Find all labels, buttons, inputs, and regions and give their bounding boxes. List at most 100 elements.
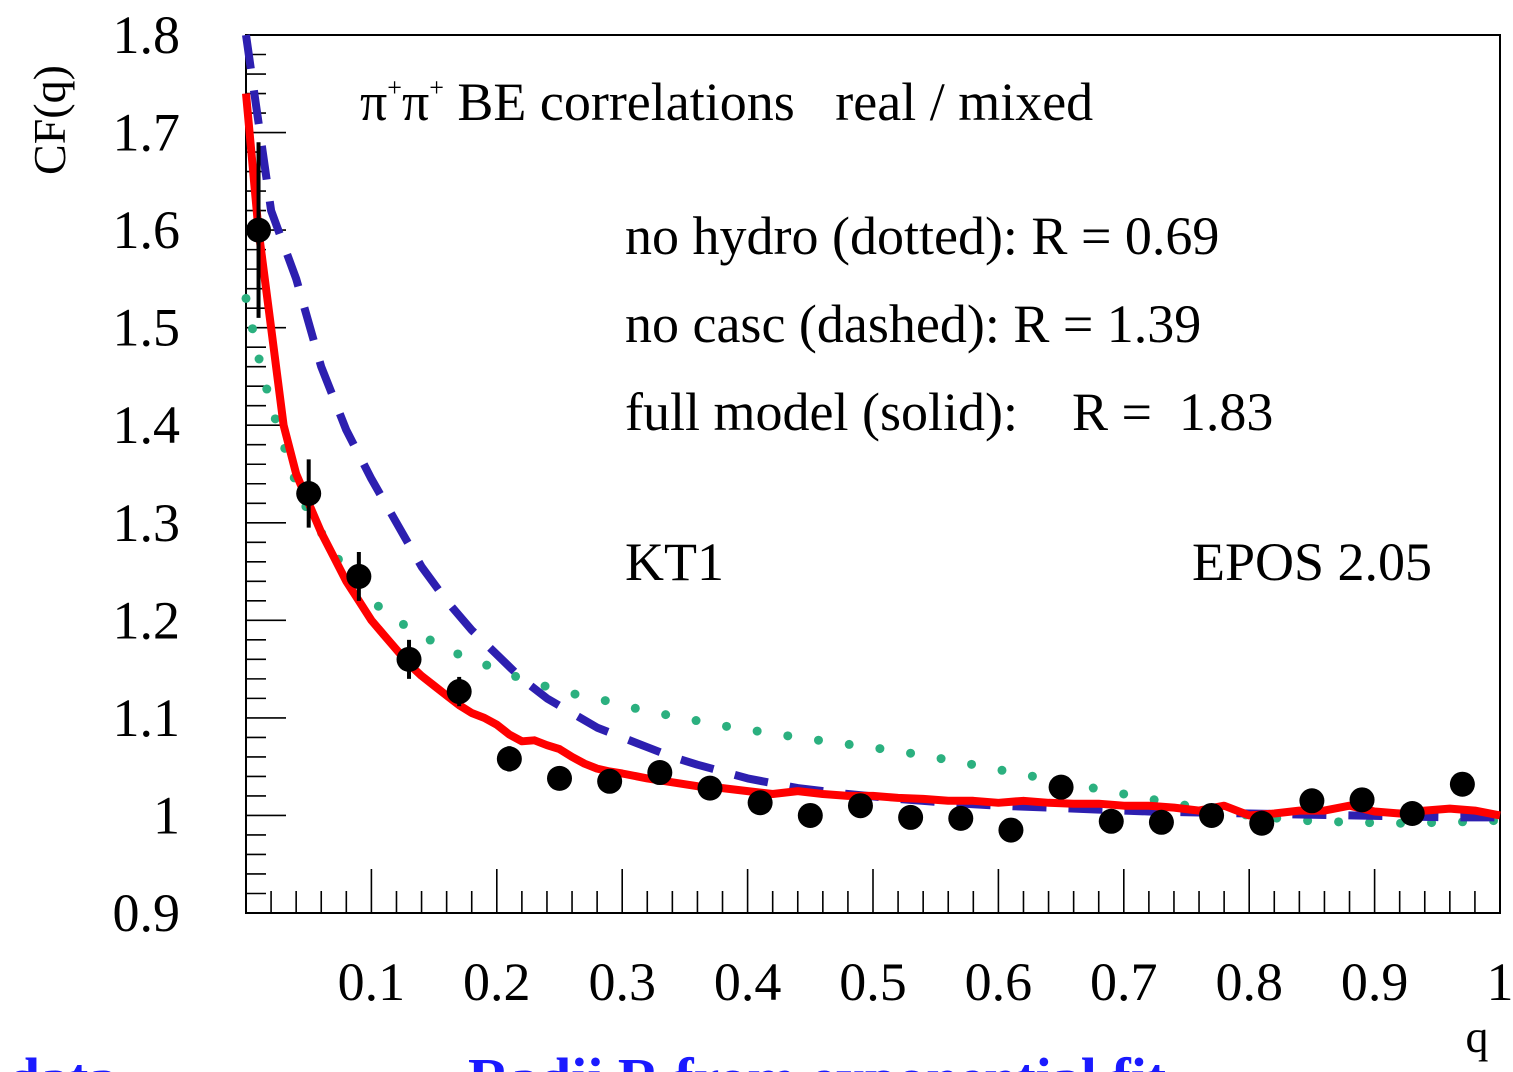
data-point [396,646,422,672]
data-point [1349,787,1375,813]
data-point [1449,771,1475,797]
dotted-curve-dot [262,384,272,394]
annotation-full-model: full model (solid): R = 1.83 [625,382,1273,442]
dotted-curve-dot [691,716,701,726]
x-tick-label: 1 [1487,952,1513,1012]
chart-title: π+π+ BE correlations real / mixed [360,72,1093,132]
data-point [246,217,272,243]
dotted-curve-dot [482,660,492,670]
data-points-layer [246,142,1475,843]
x-tick-label: 0.7 [1090,952,1158,1012]
solid-curve [242,93,1501,820]
data-point [1148,809,1174,835]
annotation-no-casc: no casc (dashed): R = 1.39 [625,294,1201,354]
dotted-curve-dot [425,635,435,645]
data-point [496,746,522,772]
y-tick-label: 1.5 [113,298,181,358]
y-tick-label: 1.1 [113,688,181,748]
data-point [998,817,1024,843]
footer-left: F data [0,1046,117,1072]
x-tick-label: 0.4 [714,952,782,1012]
major-ticks [245,34,1501,914]
dotted-curve-dot [661,710,671,720]
data-point [697,775,723,801]
data-point [446,679,472,705]
data-point [647,760,673,786]
title-sup-1: + [387,73,402,102]
data-point [296,481,322,507]
y-tick-label: 1.6 [113,200,181,260]
footer-center: Radii R from exponential fit [468,1046,1167,1072]
data-point [948,805,974,831]
x-axis-title: q [1466,1011,1489,1062]
dotted-curve-dot [600,696,610,706]
y-tick-label: 1.2 [113,590,181,650]
dotted-curve-dot [997,765,1007,775]
y-axis-title: CF(q) [24,65,75,175]
plot-frame [245,34,1501,914]
annotation-model: EPOS 2.05 [1192,532,1432,592]
data-point [1199,802,1225,828]
minor-ticks [246,53,1476,913]
dotted-curve-dot [752,726,762,736]
dotted-curve-dot [254,354,264,364]
y-tick-label: 1.4 [113,395,181,455]
dotted-curve-dot [247,324,257,334]
dotted-curve-dot [936,754,946,764]
dotted-curve-dot [875,744,885,754]
dotted-curve-dot [844,739,854,749]
data-point [547,765,572,791]
x-tick-label: 0.1 [338,952,406,1012]
dotted-curve-dot [1365,818,1375,828]
y-tick-label: 1.3 [113,493,181,553]
title-rest: BE correlations real / mixed [444,72,1093,132]
dotted-curve-dot [570,689,580,699]
data-point [1098,808,1124,834]
annotation-kt: KT1 [625,532,724,592]
data-point [1299,788,1325,814]
data-point [747,790,773,816]
title-pi-1: π [360,72,387,132]
x-tick-label: 0.2 [463,952,531,1012]
y-tick-labels: 0.9 1 1.1 1.2 1.3 1.4 1.5 1.6 1.7 1.8 [113,5,181,943]
dotted-curve-dot [1088,783,1098,793]
title-pi-2: π [402,72,429,132]
data-point [847,793,873,819]
dotted-curve-dot [630,703,640,713]
dotted-curve-dot [453,649,463,659]
x-tick-label: 0.8 [1215,952,1283,1012]
data-point [797,802,823,828]
dotted-curve-dot [783,731,793,741]
dotted-curve-dot [373,601,383,611]
x-tick-label: 0.5 [839,952,907,1012]
data-point [1399,800,1425,826]
y-tick-label: 1 [153,785,180,845]
dotted-curve-dot [241,293,251,303]
dotted-curve-dot [540,681,550,691]
x-tick-label: 0.6 [965,952,1033,1012]
dotted-curve-dot [1334,817,1344,827]
annotation-no-hydro: no hydro (dotted): R = 0.69 [625,206,1219,266]
dotted-curve-dot [511,671,521,681]
x-tick-labels: 0.1 0.2 0.3 0.4 0.5 0.6 0.7 0.8 0.9 1 [338,952,1513,1012]
y-tick-label: 1.7 [113,103,181,163]
y-tick-label: 0.9 [113,883,181,943]
dotted-curve-dot [722,721,732,731]
dotted-curve-dot [813,735,823,745]
data-point [597,768,623,794]
dotted-curve-dot [1027,771,1037,781]
data-point [346,563,372,589]
x-tick-label: 0.9 [1341,952,1409,1012]
data-point [1048,774,1074,800]
dotted-curve-dot [1119,789,1129,799]
y-tick-label: 1.8 [113,5,181,65]
data-point [1249,810,1275,836]
dotted-curve-dot [270,414,280,424]
title-sup-2: + [429,73,444,102]
dotted-curve-dot [967,759,977,769]
data-point [898,804,924,830]
plot-frame-layer [245,34,1501,914]
x-tick-label: 0.3 [588,952,656,1012]
dotted-curve-dot [398,619,408,629]
